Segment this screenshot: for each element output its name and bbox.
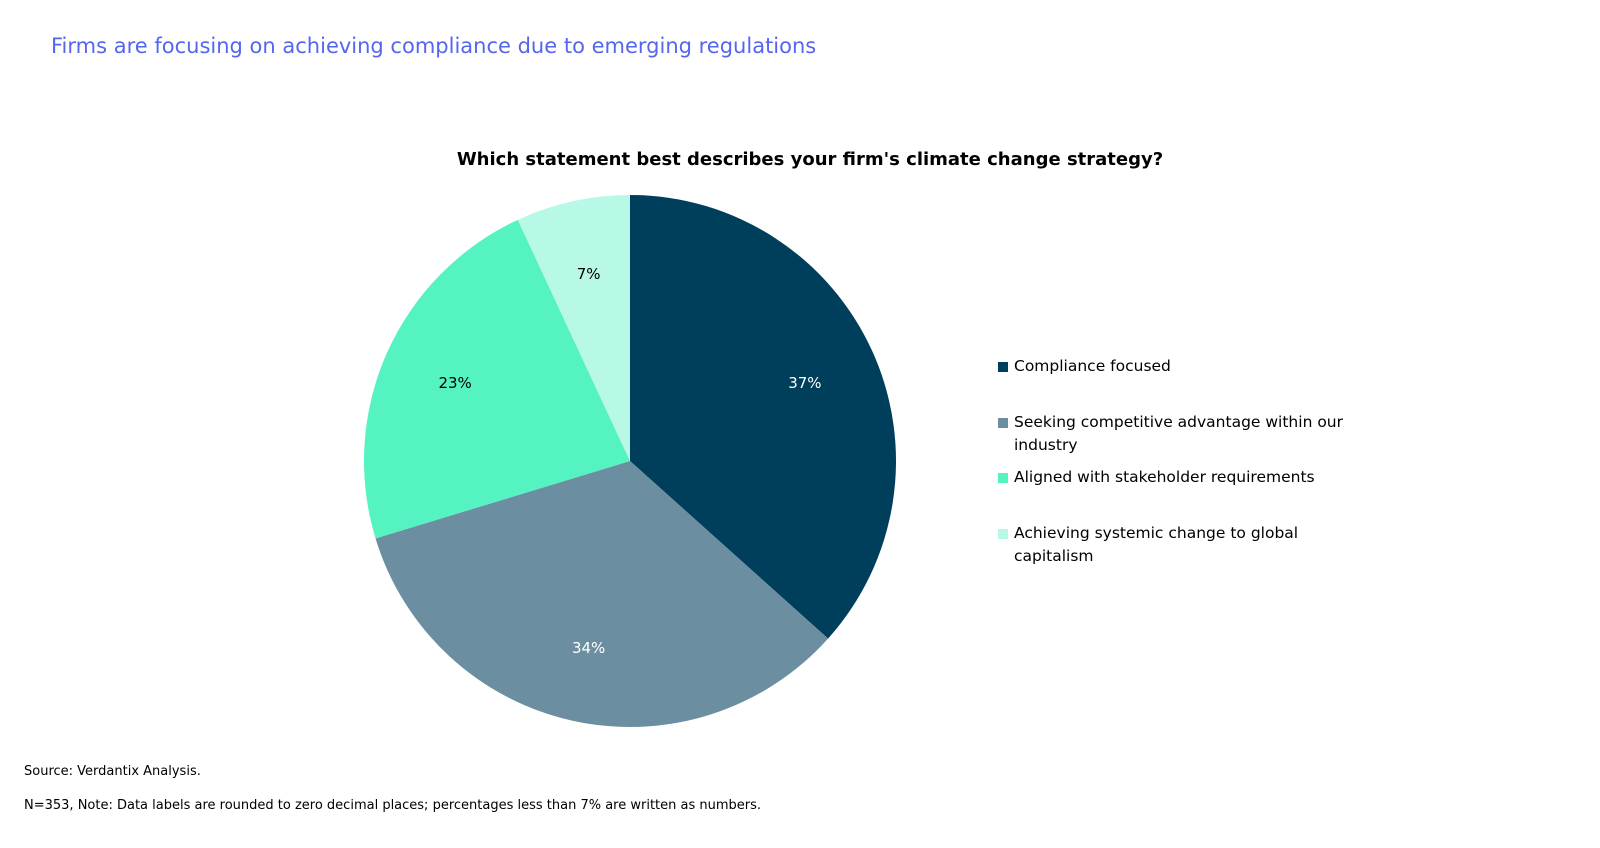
legend-swatch-compliance [998,362,1008,372]
source-note: Source: Verdantix Analysis. [24,764,201,779]
pie-slice-systemic-change [517,195,630,461]
pie-slice-stakeholder [364,219,630,539]
legend-swatch-stakeholder [998,473,1008,483]
pie-slice-compliance [630,195,896,639]
legend-swatch-competitive-advantage [998,418,1008,428]
legend-label-competitive-advantage: Seeking competitive advantage within our… [1014,413,1343,454]
pie-slice-competitive-advantage [375,461,829,727]
data-label-competitive-advantage: 34% [572,639,605,657]
legend-item-competitive-advantage: Seeking competitive advantage within our… [998,411,1349,457]
headline: Firms are focusing on achieving complian… [51,34,817,58]
legend-label-stakeholder: Aligned with stakeholder requirements [1014,468,1315,486]
sample-note: N=353, Note: Data labels are rounded to … [24,798,762,813]
legend-item-compliance: Compliance focused [998,355,1349,378]
legend-item-systemic-change: Achieving systemic change to global capi… [998,522,1349,568]
legend-item-stakeholder: Aligned with stakeholder requirements [998,466,1349,489]
chart-title: Which statement best describes your firm… [456,149,1164,170]
data-label-compliance: 37% [788,374,821,392]
legend-label-systemic-change: Achieving systemic change to global capi… [1014,524,1299,565]
legend-label-compliance: Compliance focused [1014,357,1171,375]
data-label-systemic-change: 7% [577,265,601,283]
data-label-stakeholder: 23% [438,374,471,392]
legend-swatch-systemic-change [998,529,1008,539]
